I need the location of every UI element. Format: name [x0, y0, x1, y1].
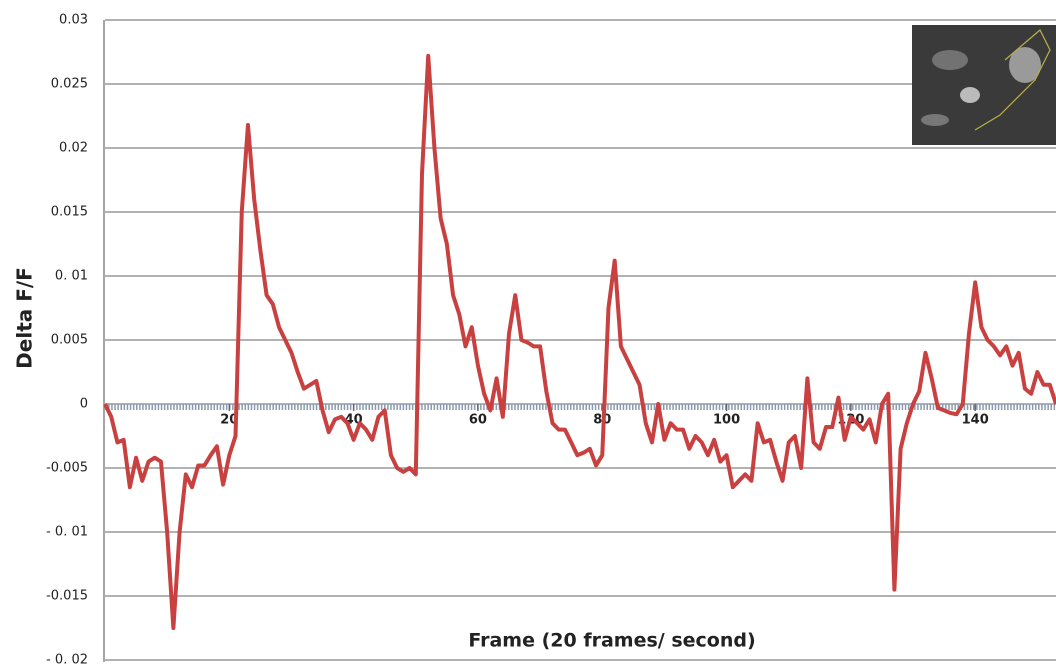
inset-blob: [960, 87, 980, 103]
inset-blob: [932, 50, 968, 70]
y-tick-label: 0.03: [59, 13, 88, 28]
y-tick-label: 0. 01: [55, 269, 88, 284]
inset-blob: [1009, 47, 1041, 83]
x-tick-label: 20: [220, 413, 238, 428]
y-tick-label: - 0. 02: [46, 653, 88, 665]
x-tick-label: 140: [962, 413, 989, 428]
x-tick-label: 100: [713, 413, 740, 428]
y-tick-label: 0: [80, 397, 88, 412]
y-tick-label: 0.02: [59, 141, 88, 156]
y-tick-label: -0.015: [46, 589, 88, 604]
inset-outline: [974, 29, 1051, 131]
inset-background: [912, 25, 1056, 145]
y-tick-label: 0.005: [51, 333, 88, 348]
inset-image: [912, 25, 1056, 145]
data-line: [103, 53, 1056, 630]
y-tick-label: 0.015: [51, 205, 88, 220]
y-tick-label: 0.025: [51, 77, 88, 92]
x-axis-title: Frame (20 frames/ second): [468, 630, 755, 652]
y-tick-label: -0.005: [46, 461, 88, 476]
y-tick-label: - 0. 01: [46, 525, 88, 540]
x-tick-label: 60: [469, 413, 487, 428]
inset-blob: [921, 114, 949, 126]
y-axis-title: Delta F/F: [13, 267, 37, 369]
